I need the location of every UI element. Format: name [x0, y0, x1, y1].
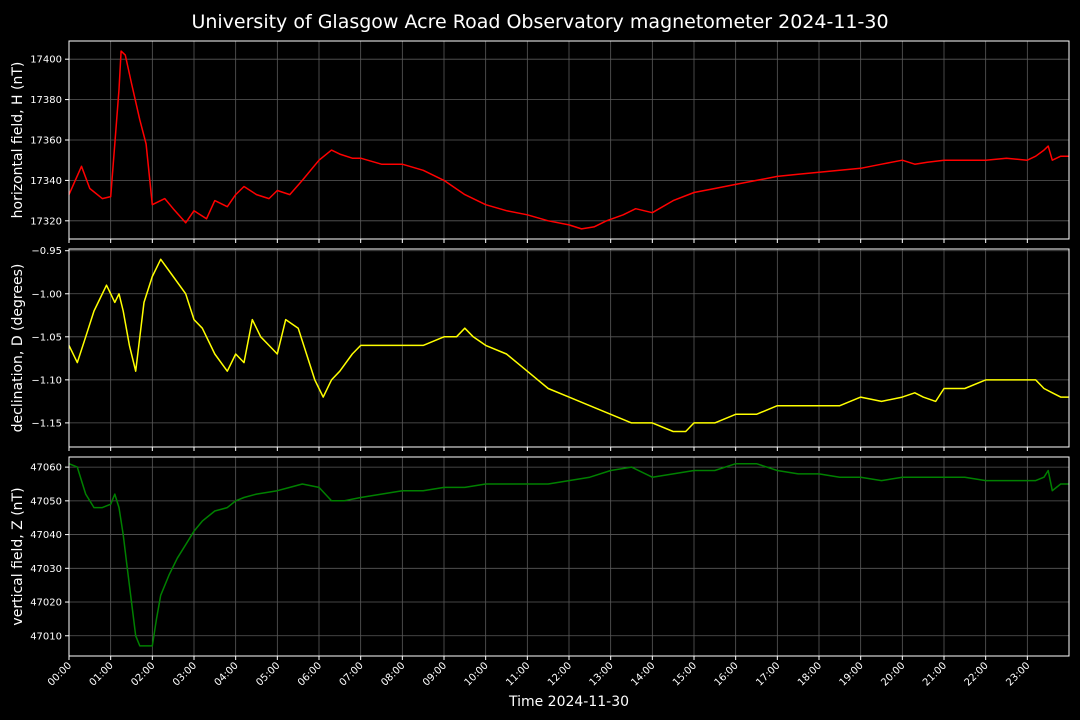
x-tick-label: 09:00 [421, 660, 449, 688]
x-tick-label: 02:00 [129, 660, 157, 688]
x-tick-label: 06:00 [296, 660, 324, 688]
y-tick-label: 17340 [30, 176, 62, 187]
y-tick-label: 17320 [30, 216, 62, 227]
x-tick-label: 05:00 [254, 660, 282, 688]
y-tick-label: −0.95 [31, 246, 62, 257]
x-tick-label: 08:00 [379, 660, 407, 688]
x-tick-label: 17:00 [754, 660, 782, 688]
panel-1: −1.15 −1.10 −1.05 −1.00 −0.95 declination, D … [10, 246, 1070, 451]
x-tick-label: 11:00 [504, 660, 532, 688]
x-axis-label: Time 2024-11-30 [508, 694, 629, 710]
x-tick-label: 01:00 [88, 660, 116, 688]
y-axis-label: horizontal field, H (nT) [10, 62, 26, 219]
y-tick-label: −1.00 [31, 289, 62, 300]
y-axis-label: vertical field, Z (nT) [10, 487, 26, 625]
x-tick-label: 20:00 [879, 660, 907, 688]
x-tick-label: 19:00 [838, 660, 866, 688]
x-tick-label: 07:00 [338, 660, 366, 688]
x-tick-label: 14:00 [629, 660, 657, 688]
chart-title: University of Glasgow Acre Road Observat… [191, 11, 888, 33]
panel-2: 47010 47020 47030 47040 47050 47060 vertical f… [10, 456, 1070, 660]
x-tick-label: 23:00 [1004, 660, 1032, 688]
x-tick-label: 16:00 [713, 660, 741, 688]
x-tick-label: 04:00 [213, 660, 241, 688]
series-line-0 [68, 50, 1069, 230]
y-axis-label: declination, D (degrees) [10, 264, 26, 433]
y-tick-label: 47010 [30, 631, 62, 642]
x-tick-label: 15:00 [671, 660, 699, 688]
y-tick-label: 47060 [30, 463, 62, 474]
panel-0: 17320 17340 17360 17380 17400 horizontal fiel… [10, 40, 1070, 243]
y-tick-label: 47020 [30, 598, 62, 609]
x-tick-label: 12:00 [546, 660, 574, 688]
x-tick-label: 00:00 [46, 660, 74, 688]
x-tick-label: 10:00 [463, 660, 491, 688]
x-tick-label: 21:00 [921, 660, 949, 688]
y-tick-label: 17400 [30, 55, 62, 66]
series-line-2 [68, 462, 1069, 647]
y-tick-label: 47050 [30, 496, 62, 507]
series-line-1 [68, 258, 1069, 433]
x-tick-label: 03:00 [171, 660, 199, 688]
y-tick-label: −1.15 [31, 418, 62, 429]
y-tick-label: 17380 [30, 95, 62, 106]
y-tick-label: 17360 [30, 136, 62, 147]
y-tick-label: 47030 [30, 564, 62, 575]
y-tick-label: 47040 [30, 530, 62, 541]
y-tick-label: −1.10 [31, 375, 62, 386]
panels-group: 17320 17340 17360 17380 17400 horizontal fiel… [10, 40, 1070, 689]
y-tick-label: −1.05 [31, 332, 62, 343]
x-tick-label: 18:00 [796, 660, 824, 688]
x-tick-label: 22:00 [963, 660, 991, 688]
x-tick-label: 13:00 [588, 660, 616, 688]
